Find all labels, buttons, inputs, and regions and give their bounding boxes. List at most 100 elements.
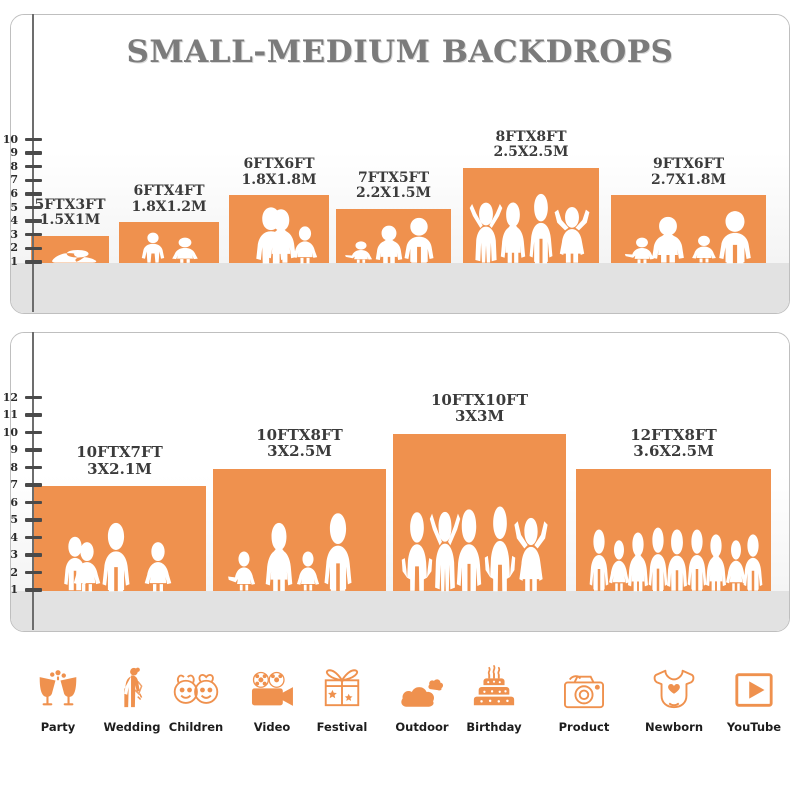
bar-size-m: 2.5X2.5M (493, 144, 569, 161)
y-tick-mark (25, 500, 42, 505)
y-axis-2: 1 2 3 4 5 6 7 8 9 (2, 332, 48, 630)
y-tick-mark (25, 483, 42, 487)
bar-size-ft: 12FTX8FT (630, 425, 717, 444)
y-tick-label: 11 (2, 408, 18, 421)
bar-7ftx5ft (336, 208, 451, 263)
y-tick-12: 12 (2, 390, 42, 404)
people-silhouettes (229, 195, 329, 263)
y-tick-3: 3 (2, 549, 42, 561)
y-tick-label: 10 (2, 425, 18, 439)
bar-size-ft: 6FTX6FT (243, 156, 315, 172)
people-silhouettes (213, 469, 386, 591)
y-tick-mark (25, 165, 42, 169)
bar-size-ft: 9FTX6FT (652, 156, 725, 172)
bar-size-m: 1.5X1M (39, 212, 101, 229)
bar-label-10ftx7ft: 10FTX7FT 3X2.1M (33, 444, 206, 478)
y-tick-7: 7 (2, 479, 42, 491)
y-tick-label: 1 (10, 583, 18, 596)
y-tick-mark (25, 233, 42, 237)
bar-label-9ftx6ft: 9FTX6FT 2.7X1.8M (611, 156, 766, 188)
people-silhouettes (576, 469, 771, 591)
y-tick-11: 11 (2, 409, 42, 421)
y-tick-mark (25, 448, 42, 452)
y-tick-label: 6 (10, 187, 18, 200)
y-tick-10: 10 (2, 425, 42, 439)
festival-icon (298, 655, 386, 711)
chart-panel-large: 10FTX7FT 3X2.1M 10FTX8FT 3X2.5M (10, 332, 790, 632)
y-tick-6: 6 (2, 496, 42, 509)
y-tick-4: 4 (2, 530, 42, 544)
icon-label: Newborn (644, 720, 704, 734)
y-tick-mark (25, 260, 42, 264)
y-axis-line-2 (32, 332, 34, 630)
y-tick-label: 10 (2, 132, 18, 146)
y-tick-mark (25, 553, 42, 557)
product-icon (540, 655, 628, 711)
y-tick-label: 4 (10, 214, 18, 228)
bar-label-8ftx8ft: 8FTX8FT 2.5X2.5M (463, 128, 599, 161)
y-tick-mark (25, 588, 42, 592)
bar-size-ft: 5FTX3FT (34, 196, 106, 213)
bar-size-m: 3X2.5M (267, 442, 332, 461)
icon-cell-party[interactable]: Party (14, 655, 102, 734)
people-silhouettes (336, 209, 451, 263)
bar-size-ft: 10FTX10FT (430, 390, 528, 409)
icon-cell-product[interactable]: Product (540, 655, 628, 734)
y-tick-2: 2 (2, 565, 42, 579)
icon-label: Wedding (103, 720, 161, 734)
icon-cell-wedding[interactable]: Wedding (88, 655, 176, 734)
icon-cell-children[interactable]: Children (152, 655, 240, 734)
icon-cell-festival[interactable]: Festival (298, 655, 386, 734)
category-icon-strip: Party Wedding Children Video Festival Ou… (0, 655, 800, 765)
y-tick-5: 5 (2, 200, 42, 214)
y-tick-label: 2 (10, 565, 18, 579)
bar-size-ft: 7FTX5FT (357, 169, 430, 186)
y-axis-line-1 (32, 14, 34, 312)
bar-size-m: 3.6X2.5M (633, 442, 714, 461)
y-tick-mark (25, 151, 42, 155)
icon-label: Children (168, 720, 224, 734)
icon-cell-birthday[interactable]: Birthday (450, 655, 538, 734)
bar-size-m: 3X3M (454, 407, 505, 426)
party-icon (14, 655, 102, 711)
y-tick-mark (25, 178, 42, 183)
bar-label-10ftx10ft: 10FTX10FT 3X3M (393, 390, 566, 426)
icon-cell-youtube[interactable]: YouTube (710, 655, 798, 734)
y-tick-5: 5 (2, 514, 42, 526)
icon-cell-video[interactable]: Video (228, 655, 316, 734)
icon-label: Birthday (466, 720, 522, 734)
y-tick-label: 1 (10, 255, 18, 268)
bar-10ftx7ft (33, 486, 206, 591)
y-tick-6: 6 (2, 188, 42, 200)
bar-size-m: 2.7X1.8M (650, 171, 727, 188)
y-tick-mark (25, 192, 42, 196)
y-tick-label: 7 (10, 173, 18, 187)
bar-size-ft: 8FTX8FT (495, 128, 567, 145)
bar-label-12ftx8ft: 12FTX8FT 3.6X2.5M (576, 425, 771, 461)
icon-label: Video (253, 720, 291, 734)
icon-label: YouTube (726, 720, 782, 734)
icon-cell-newborn[interactable]: Newborn (630, 655, 718, 734)
y-tick-label: 8 (10, 460, 18, 474)
y-axis-1: 1 2 3 4 5 6 7 8 9 (2, 14, 48, 312)
y-tick-label: 12 (2, 390, 18, 404)
y-tick-mark (25, 246, 42, 251)
y-tick-9: 9 (2, 147, 42, 159)
bar-5ftx3ft (31, 235, 109, 263)
bar-6ftx6ft (229, 195, 329, 263)
people-silhouettes (31, 236, 109, 263)
y-tick-label: 5 (10, 200, 18, 214)
bar-size-m: 2.2X1.5M (355, 185, 432, 202)
y-tick-label: 4 (10, 530, 18, 544)
bar-size-m: 3X2.1M (87, 459, 152, 478)
y-tick-mark (25, 205, 42, 210)
birthday-icon (450, 655, 538, 711)
bar-size-m: 1.8X1.2M (131, 198, 207, 215)
y-tick-label: 3 (10, 227, 18, 241)
y-tick-mark (25, 535, 42, 540)
y-tick-label: 3 (10, 548, 18, 561)
bar-12ftx8ft (576, 468, 771, 591)
y-tick-10: 10 (2, 132, 42, 146)
icon-cell-outdoor[interactable]: Outdoor (378, 655, 466, 734)
page-title: SMALL-MEDIUM BACKDROPS (126, 34, 674, 70)
